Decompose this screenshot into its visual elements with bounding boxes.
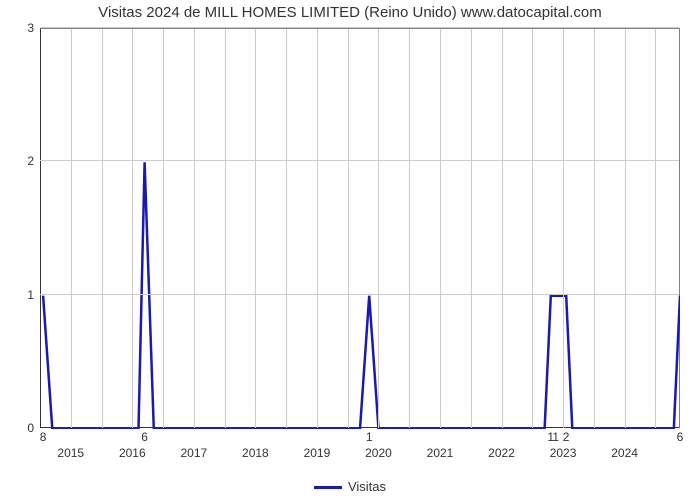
gridline-h — [40, 27, 679, 28]
gridline-v — [409, 29, 410, 428]
gridline-v — [471, 29, 472, 428]
ytick-label: 2 — [27, 154, 34, 168]
gridline-v — [132, 29, 133, 428]
gridline-v — [594, 29, 595, 428]
line-series — [40, 29, 680, 429]
chart-title: Visitas 2024 de MILL HOMES LIMITED (Rein… — [0, 4, 700, 21]
xtick-label: 2021 — [427, 446, 454, 460]
xtick-label: 2015 — [57, 446, 84, 460]
data-annotation: 2 — [563, 430, 570, 444]
gridline-v — [286, 29, 287, 428]
gridline-v — [317, 29, 318, 428]
gridline-v — [225, 29, 226, 428]
gridline-v — [563, 29, 564, 428]
xtick-label: 2020 — [365, 446, 392, 460]
gridline-v — [532, 29, 533, 428]
gridline-v — [378, 29, 379, 428]
data-annotation: 8 — [40, 430, 47, 444]
data-annotation: 6 — [141, 430, 148, 444]
gridline-v — [502, 29, 503, 428]
gridline-v — [348, 29, 349, 428]
xtick-label: 2024 — [611, 446, 638, 460]
xtick-label: 2017 — [180, 446, 207, 460]
xtick-label: 2023 — [550, 446, 577, 460]
gridline-v — [440, 29, 441, 428]
ytick-label: 1 — [27, 288, 34, 302]
gridline-v — [163, 29, 164, 428]
data-annotation: 1 — [366, 430, 373, 444]
gridline-v — [102, 29, 103, 428]
xtick-label: 2022 — [488, 446, 515, 460]
xtick-label: 2018 — [242, 446, 269, 460]
xtick-label: 2016 — [119, 446, 146, 460]
gridline-v — [71, 29, 72, 428]
gridline-v — [194, 29, 195, 428]
gridline-v — [625, 29, 626, 428]
gridline-v — [255, 29, 256, 428]
data-annotation: 6 — [677, 430, 684, 444]
ytick-label: 0 — [27, 421, 34, 435]
data-annotation: 1 — [552, 430, 559, 444]
gridline-h — [40, 294, 679, 295]
legend-swatch — [314, 486, 342, 489]
legend-label: Visitas — [348, 479, 386, 494]
ytick-label: 3 — [27, 21, 34, 35]
gridline-v — [655, 29, 656, 428]
xtick-label: 2019 — [304, 446, 331, 460]
gridline-h — [40, 160, 679, 161]
legend: Visitas — [0, 479, 700, 494]
plot-area: 0123201520162017201820192020202120222023… — [40, 28, 680, 428]
